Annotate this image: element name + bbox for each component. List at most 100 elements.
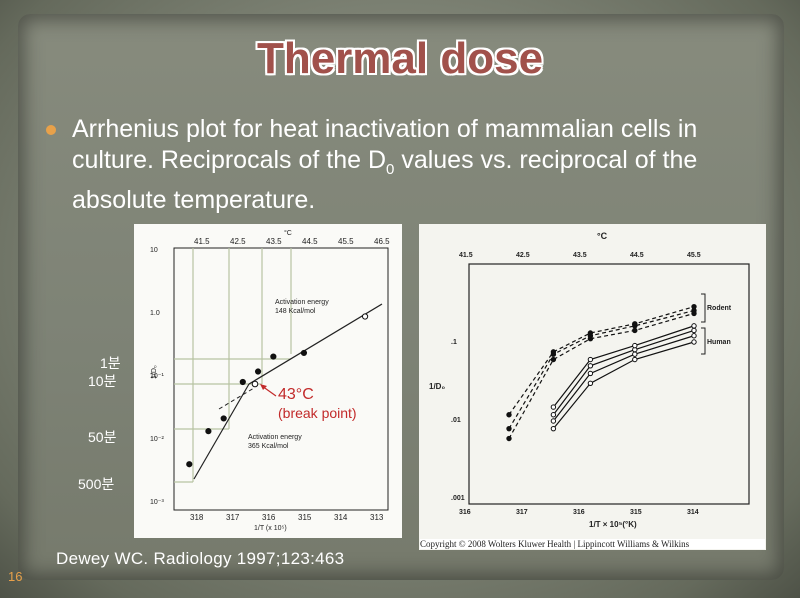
data-point <box>300 349 308 357</box>
bullet-subscript: 0 <box>386 161 395 178</box>
annotation-upper: Activation energy 148 Kcal/mol <box>275 299 329 315</box>
series-point <box>587 330 594 336</box>
series-point <box>550 418 557 424</box>
bottom-tick-label: 317 <box>516 509 528 516</box>
break-point-arrowhead <box>260 384 267 390</box>
dose-label-50min: 50분 <box>88 429 117 445</box>
low-temp-line <box>193 383 250 480</box>
plot-frame <box>468 263 750 505</box>
series-line <box>552 341 695 430</box>
y-tick-label: 10⁻² <box>150 436 164 443</box>
arrhenius-plot-right-svg: °C 41.5 42.5 43.5 44.5 45.5 316 317 316 315 314 … <box>429 231 750 529</box>
bottom-tick-label: 317 <box>226 513 240 522</box>
top-tick-label: 44.5 <box>630 252 644 259</box>
annotation-upper-l2: 148 Kcal/mol <box>275 308 316 315</box>
series-line <box>508 306 695 416</box>
bottom-tick-label: 316 <box>573 509 585 516</box>
top-tick-label: 46.5 <box>374 237 390 246</box>
bottom-tick-label: 314 <box>687 509 699 516</box>
annotation-lower-l2: 365 Kcal/mol <box>248 443 289 450</box>
x-axis-label: 1/T (x 10⁵) <box>254 525 287 532</box>
dose-label-1min: 1분 <box>100 355 121 371</box>
series-point <box>691 327 697 334</box>
series-point <box>691 339 697 345</box>
series-line <box>552 335 695 422</box>
y-tick-labels: 10 1.0 10⁻¹ 10⁻² 10⁻³ <box>150 247 164 506</box>
y-tick-label: 10 <box>150 247 158 254</box>
top-tick-labels: 41.5 42.5 43.5 44.5 45.5 46.5 <box>194 237 390 246</box>
citation: Dewey WC. Radiology 1997;123:463 <box>56 549 345 568</box>
series-line <box>552 325 695 408</box>
arrhenius-plot-right: °C 41.5 42.5 43.5 44.5 45.5 316 317 316 315 314 … <box>419 224 766 550</box>
series-point <box>691 323 697 329</box>
top-tick-label: 42.5 <box>230 237 246 246</box>
break-point-marker <box>251 380 259 388</box>
bullet-text-part2: values vs. reciprocal of the absolute te… <box>72 146 698 214</box>
series-point <box>587 363 594 369</box>
top-tick-label: 43.5 <box>266 237 282 246</box>
series-point <box>691 333 697 339</box>
copyright-line: Copyright © 2008 Wolters Kluwer Health |… <box>420 539 765 549</box>
x-axis-label: 1/T × 10⁵(°K) <box>589 520 637 529</box>
top-tick-label: 41.5 <box>194 237 210 246</box>
guide-lines <box>174 248 292 483</box>
top-tick-label: 44.5 <box>302 237 318 246</box>
series-point <box>587 356 594 363</box>
y-tick-label: 10⁻³ <box>150 499 164 506</box>
break-point-text: (break point) <box>278 405 357 421</box>
dose-label-500min: 500분 <box>78 476 115 492</box>
series-line <box>508 312 695 439</box>
high-temp-line <box>248 303 383 385</box>
bottom-tick-label: 313 <box>370 513 384 522</box>
data-point <box>270 353 277 360</box>
bottom-tick-label: 316 <box>459 509 471 516</box>
series-point <box>506 435 512 442</box>
y-tick-label: .1 <box>451 339 457 346</box>
bottom-tick-label: 315 <box>298 513 312 522</box>
series-point <box>587 370 594 377</box>
series-line <box>552 329 695 416</box>
page-number: 16 <box>8 569 23 584</box>
series-line <box>508 309 695 429</box>
data-point <box>220 415 227 422</box>
series-point <box>550 404 557 410</box>
data-point <box>361 313 369 320</box>
bullet-text-part1: Arrhenius plot for heat inactivation of … <box>72 115 698 174</box>
arrhenius-plot-left-svg: °C 41.5 42.5 43.5 44.5 45.5 46.5 318 317 316 315… <box>150 229 390 532</box>
bullet-text: Arrhenius plot for heat inactivation of … <box>72 114 742 216</box>
plot-frame <box>173 247 389 511</box>
bullet-dot-icon <box>46 125 56 135</box>
y-tick-labels: .1 .01 .001 <box>451 339 465 502</box>
series-point <box>632 351 638 357</box>
series-point <box>632 321 638 327</box>
slide-title: Thermal dose <box>256 34 544 83</box>
series-point <box>506 425 512 432</box>
top-tick-label: 45.5 <box>338 237 354 246</box>
bottom-tick-label: 315 <box>630 509 642 516</box>
series-point <box>550 356 557 363</box>
legend-brackets <box>701 293 706 355</box>
bottom-tick-labels: 316 317 316 315 314 <box>459 509 699 516</box>
arrhenius-plot-left: °C 41.5 42.5 43.5 44.5 45.5 46.5 318 317 316 315… <box>134 224 402 538</box>
break-point-label: 43°C (break point) <box>278 386 357 422</box>
top-tick-label: 42.5 <box>516 252 530 259</box>
data-point <box>205 428 212 435</box>
bottom-tick-label: 314 <box>334 513 348 522</box>
annotation-lower-l1: Activation energy <box>248 434 302 441</box>
y-tick-label: 1.0 <box>150 310 160 317</box>
series-point <box>632 356 638 363</box>
top-tick-label: 45.5 <box>687 252 701 259</box>
series-point <box>506 412 512 418</box>
top-tick-label: 41.5 <box>459 252 473 259</box>
y-tick-label: .01 <box>451 417 461 424</box>
series-point <box>691 303 697 310</box>
legend-human: Human <box>707 339 731 346</box>
series-point <box>550 349 557 355</box>
dose-label-10min: 10분 <box>88 373 117 389</box>
bottom-tick-label: 316 <box>262 513 276 522</box>
bottom-tick-label: 318 <box>190 513 204 522</box>
y-tick-label: 10⁻¹ <box>150 373 164 380</box>
data-point <box>254 368 262 375</box>
top-axis-unit: °C <box>597 231 608 241</box>
y-axis-label: 1/D₀ <box>429 382 445 391</box>
